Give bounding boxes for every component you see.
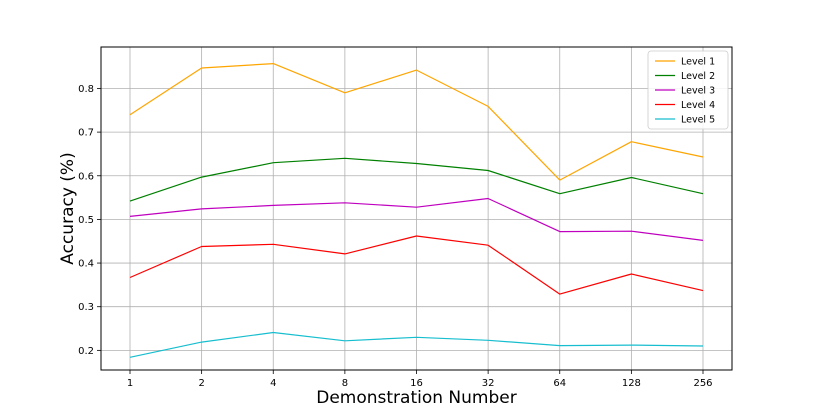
- y-tick-label: 0.7: [78, 128, 94, 139]
- x-tick-label: 1: [127, 378, 133, 389]
- x-tick-label: 8: [342, 378, 348, 389]
- y-tick-label: 0.5: [78, 215, 94, 226]
- grid: [101, 47, 732, 370]
- legend-label-level-5: Level 5: [681, 115, 715, 126]
- x-tick-label: 32: [482, 378, 495, 389]
- x-tick-label: 128: [622, 378, 641, 389]
- series-line-level-1: [129, 62, 704, 181]
- x-tick-label: 64: [553, 378, 566, 389]
- legend-label-level-2: Level 2: [681, 71, 715, 82]
- axis-ticks: 1 2 4 8 16 32 64 128 256 0.2 0.3 0.4 0.5 0.6 0.7 0.8: [78, 84, 712, 389]
- legend-label-level-4: Level 4: [681, 100, 715, 111]
- legend: Level 1 Level 2 Level 3 Level 4 Level 5: [647, 50, 729, 130]
- y-tick-label: 0.6: [78, 171, 94, 182]
- legend-label-level-1: Level 1: [681, 57, 715, 68]
- x-tick-label: 16: [410, 378, 423, 389]
- y-tick-label: 0.2: [78, 346, 94, 357]
- series-lines: [129, 62, 704, 358]
- x-tick-label: 2: [198, 378, 204, 389]
- x-axis-label: Demonstration Number: [316, 388, 516, 408]
- x-tick-label: 256: [693, 378, 712, 389]
- series-line-level-2: [129, 157, 704, 202]
- y-tick-label: 0.4: [78, 259, 94, 270]
- legend-label-level-3: Level 3: [681, 86, 715, 97]
- y-axis-label: Accuracy (%): [58, 152, 78, 264]
- x-tick-label: 4: [270, 378, 276, 389]
- series-line-level-5: [129, 331, 704, 358]
- y-tick-label: 0.3: [78, 302, 94, 313]
- legend-box: [647, 50, 729, 130]
- y-tick-label: 0.8: [78, 84, 94, 95]
